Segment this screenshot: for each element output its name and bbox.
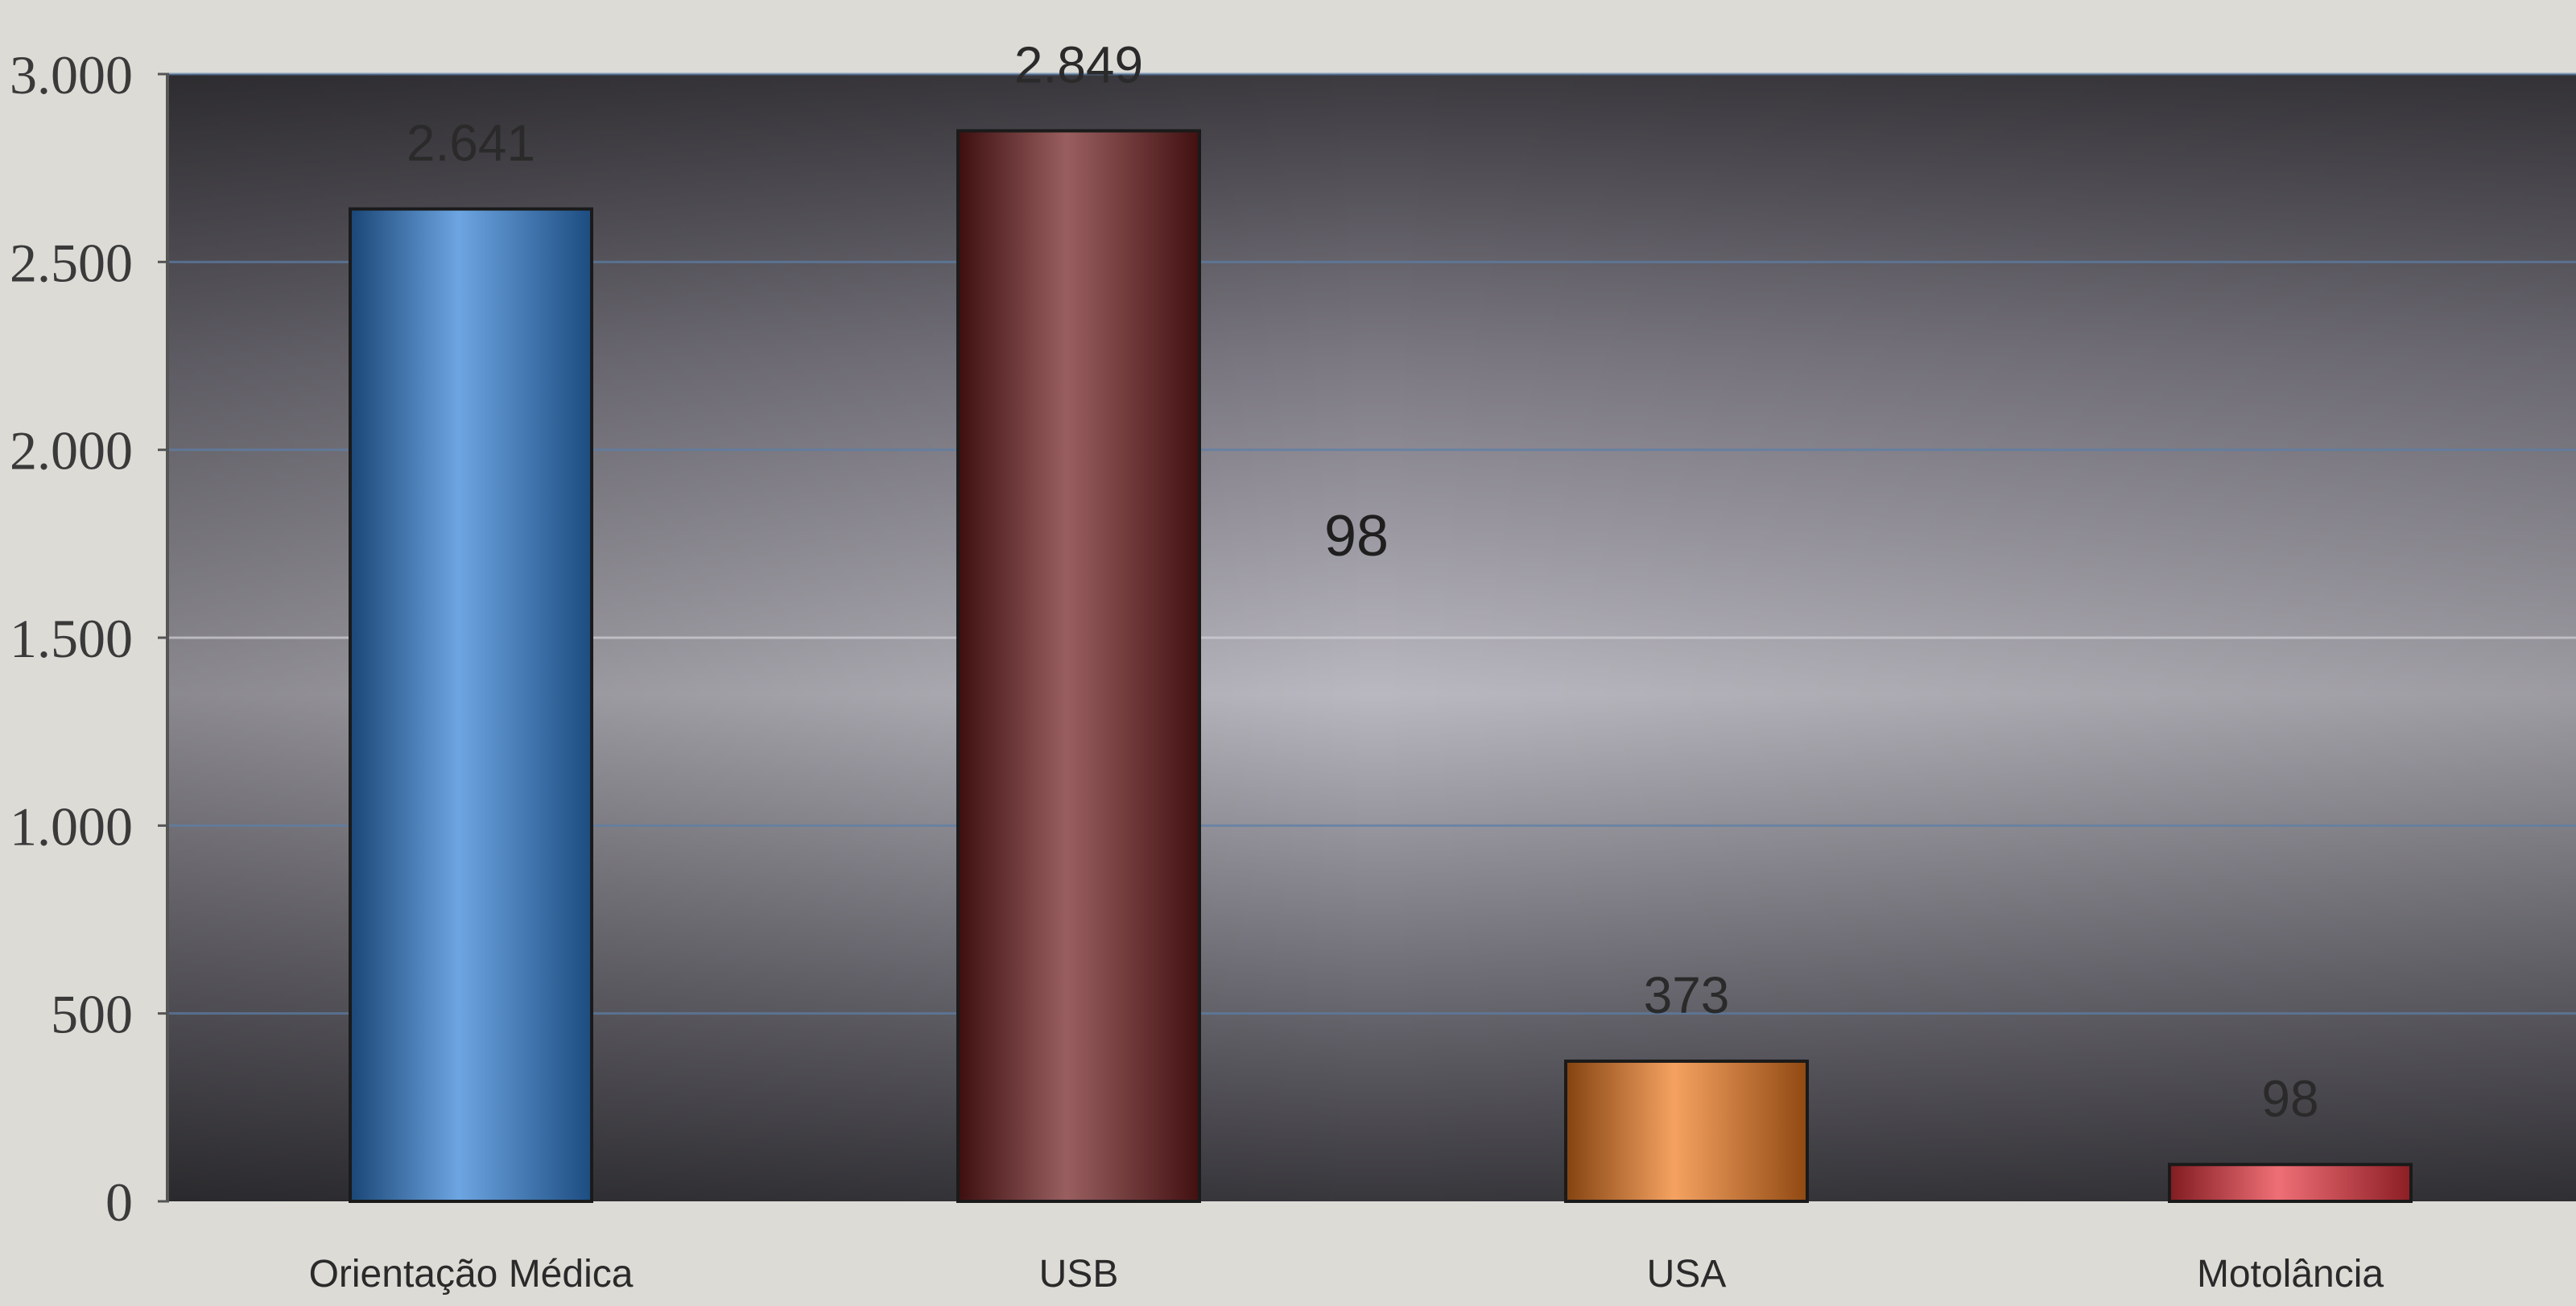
bar bbox=[2168, 1163, 2413, 1204]
y-tick-label: 1.000 bbox=[10, 796, 133, 857]
y-tick-label: 500 bbox=[51, 984, 133, 1045]
bar bbox=[956, 129, 1201, 1203]
x-category-label: Orientação Médica bbox=[309, 1253, 634, 1296]
bar bbox=[349, 207, 593, 1203]
bars: 2.641 2.849 373 98 bbox=[349, 35, 2413, 1204]
y-axis-ticks: 0 500 1.000 1.500 2.000 2.500 3.000 bbox=[10, 44, 169, 1233]
x-category-label: USB bbox=[1039, 1253, 1119, 1296]
x-category-label: Motolância bbox=[2197, 1253, 2384, 1296]
data-label: 98 bbox=[2261, 1069, 2318, 1127]
data-label: 2.849 bbox=[1014, 35, 1143, 93]
y-tick-label: 0 bbox=[105, 1172, 133, 1233]
y-tick-label: 1.500 bbox=[10, 608, 133, 669]
bar bbox=[1564, 1059, 1809, 1204]
data-label: 2.641 bbox=[407, 114, 535, 172]
data-label: 373 bbox=[1644, 966, 1730, 1024]
y-tick-label: 3.000 bbox=[10, 44, 133, 105]
y-tick-label: 2.000 bbox=[10, 420, 133, 481]
y-tick-label: 2.500 bbox=[10, 232, 133, 293]
floating-data-label: 98 bbox=[1324, 504, 1389, 568]
x-axis-labels: Orientação Médica USB USA Motolância bbox=[309, 1253, 2384, 1296]
x-category-label: USA bbox=[1647, 1253, 1727, 1296]
